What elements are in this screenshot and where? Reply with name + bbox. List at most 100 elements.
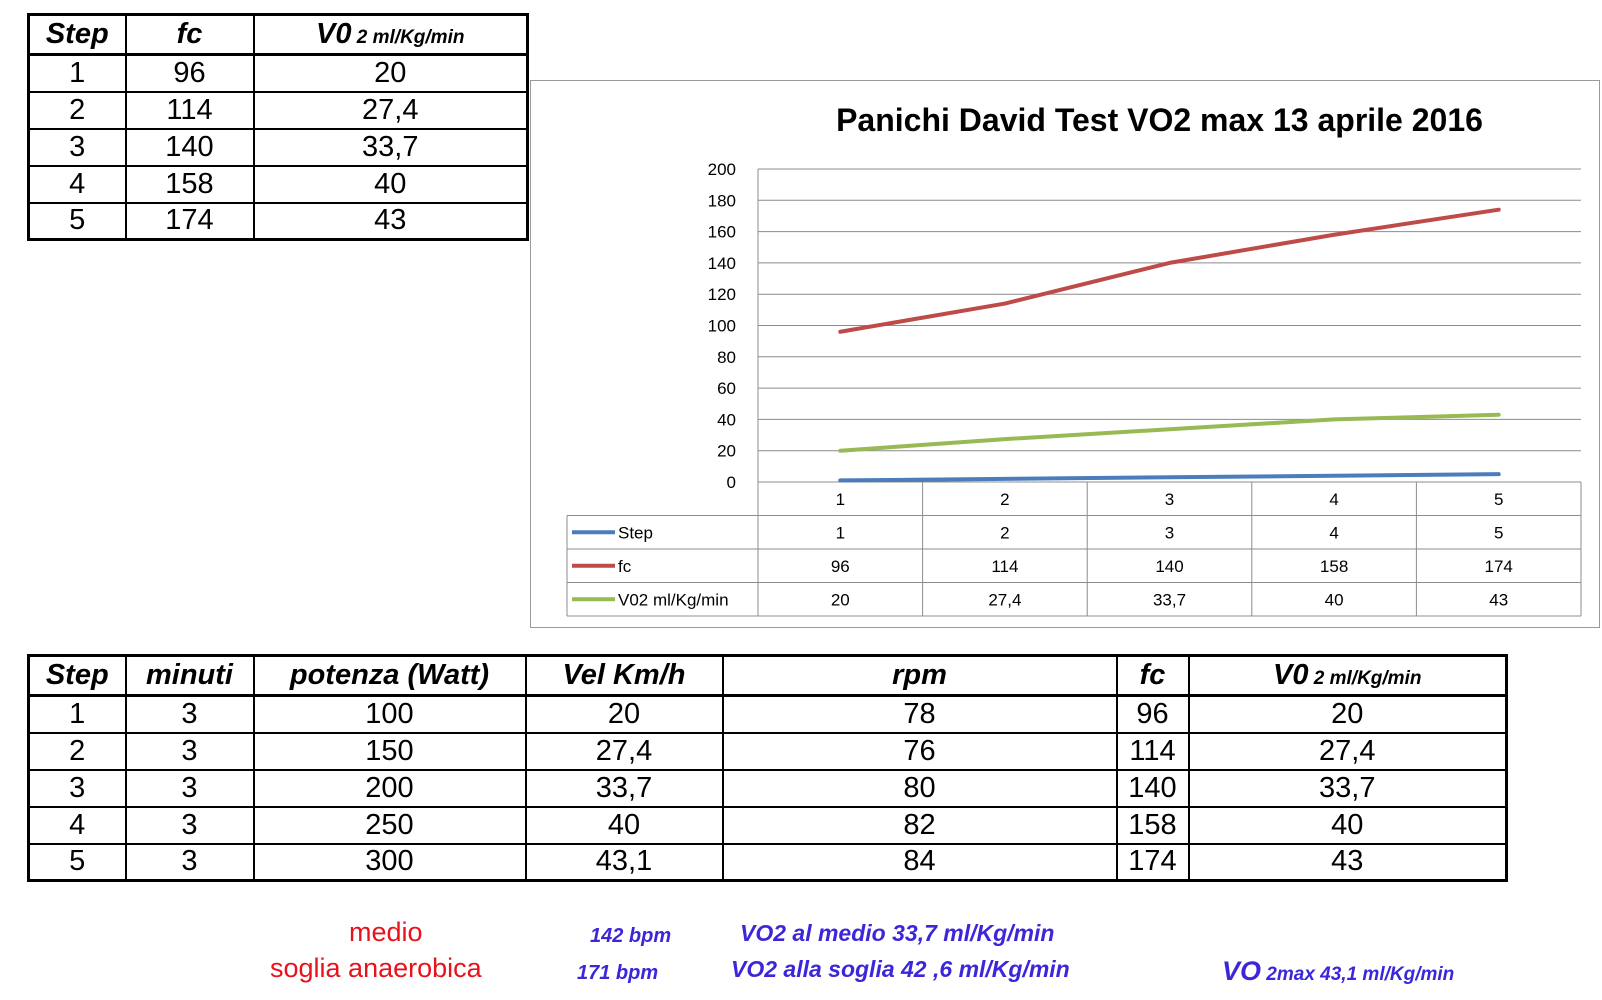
header-vel: Vel Km/h	[524, 654, 724, 697]
header-fc: fc	[1115, 654, 1190, 697]
table-row: 3 140 33,7	[27, 127, 529, 167]
cell-vel: 33,7	[524, 768, 724, 808]
y-tick-label: 80	[717, 348, 736, 367]
cell-vo2: 20	[252, 53, 529, 93]
cell-step: 2	[27, 731, 127, 771]
cell-vo2: 33,7	[252, 127, 529, 167]
x-tick-label: 4	[1329, 490, 1338, 509]
cell-vo2: 33,7	[1187, 768, 1508, 808]
y-tick-label: 60	[717, 379, 736, 398]
cell-vel: 40	[524, 805, 724, 845]
header-vo2-main: V0	[316, 18, 352, 50]
data-label: 158	[1320, 557, 1348, 576]
header-step: Step	[27, 13, 127, 56]
y-tick-label: 180	[708, 191, 736, 210]
line-chart: Panichi David Test VO2 max 13 aprile 201…	[566, 102, 1582, 617]
cell-fc: 114	[124, 90, 255, 130]
vo2max-main: VO	[1222, 956, 1262, 986]
x-tick-label: 1	[836, 490, 845, 509]
y-tick-label: 100	[708, 317, 736, 336]
cell-minuti: 3	[124, 842, 255, 882]
cell-potenza: 200	[252, 768, 527, 808]
table-row: 4 3 250 40 82 158 40	[27, 805, 1508, 845]
cell-fc: 96	[1115, 694, 1190, 734]
table-row: 1 3 100 20 78 96 20	[27, 694, 1508, 734]
cell-fc: 96	[124, 53, 255, 93]
vo2max-sub: 2max 43,1 ml/Kg/min	[1261, 964, 1455, 985]
cell-rpm: 84	[721, 842, 1118, 882]
data-label: 114	[991, 557, 1018, 576]
data-label: 20	[831, 590, 850, 609]
header-minuti: minuti	[124, 654, 255, 697]
cell-fc: 174	[1115, 842, 1190, 882]
soglia-label: soglia anaerobica	[270, 953, 482, 983]
y-tick-label: 120	[708, 285, 736, 304]
table-row: 3 3 200 33,7 80 140 33,7	[27, 768, 1508, 808]
table-row: 2 114 27,4	[27, 90, 529, 130]
y-tick-label: 20	[717, 442, 736, 461]
header-fc: fc	[124, 13, 255, 56]
data-label: 3	[1165, 523, 1174, 542]
y-tick-label: 140	[708, 254, 736, 273]
data-label: 43	[1489, 590, 1508, 609]
cell-vel: 20	[524, 694, 724, 734]
series-line	[838, 472, 1501, 483]
y-tick-label: 200	[708, 160, 736, 179]
cell-step: 5	[27, 201, 127, 241]
header-potenza: potenza (Watt)	[252, 654, 527, 697]
x-tick-label: 3	[1165, 490, 1174, 509]
protocol-table: Step minuti potenza (Watt) Vel Km/h rpm …	[27, 654, 1508, 882]
cell-potenza: 250	[252, 805, 527, 845]
cell-rpm: 82	[721, 805, 1118, 845]
data-label: 174	[1485, 557, 1513, 576]
header-vo2: V0 2 ml/Kg/min	[252, 13, 529, 56]
header-vo2-sub: 2 ml/Kg/min	[1308, 668, 1422, 689]
cell-rpm: 80	[721, 768, 1118, 808]
data-label: 5	[1494, 523, 1503, 542]
table-row: 5 3 300 43,1 84 174 43	[27, 842, 1508, 882]
medio-bpm: 142 bpm	[590, 925, 672, 947]
data-label: 40	[1325, 590, 1344, 609]
y-tick-label: 40	[717, 410, 736, 429]
x-tick-label: 5	[1494, 490, 1503, 509]
cell-step: 4	[27, 164, 127, 204]
cell-vo2: 43	[1187, 842, 1508, 882]
cell-minuti: 3	[124, 694, 255, 734]
data-label: 4	[1329, 523, 1338, 542]
data-label: 33,7	[1153, 590, 1186, 609]
cell-fc: 158	[124, 164, 255, 204]
legend-label: Step	[618, 523, 653, 542]
cell-step: 4	[27, 805, 127, 845]
y-tick-label: 160	[708, 223, 736, 242]
cell-vo2: 40	[252, 164, 529, 204]
cell-minuti: 3	[124, 768, 255, 808]
cell-step: 1	[27, 53, 127, 93]
medio-label: medio	[349, 917, 423, 947]
cell-vo2: 27,4	[252, 90, 529, 130]
data-label: 1	[836, 523, 845, 542]
chart-frame: Panichi David Test VO2 max 13 aprile 201…	[530, 80, 1600, 628]
cell-fc: 140	[1115, 768, 1190, 808]
table-row: 2 3 150 27,4 76 114 27,4	[27, 731, 1508, 771]
cell-step: 1	[27, 694, 127, 734]
table-header-row: Step fc V0 2 ml/Kg/min	[27, 13, 529, 56]
data-label: 96	[831, 557, 850, 576]
header-rpm: rpm	[721, 654, 1118, 697]
cell-minuti: 3	[124, 805, 255, 845]
data-label: 140	[1155, 557, 1183, 576]
cell-vo2: 40	[1187, 805, 1508, 845]
table-header-row: Step minuti potenza (Watt) Vel Km/h rpm …	[27, 654, 1508, 697]
cell-fc: 114	[1115, 731, 1190, 771]
cell-fc: 140	[124, 127, 255, 167]
cell-fc: 158	[1115, 805, 1190, 845]
cell-potenza: 300	[252, 842, 527, 882]
cell-vel: 27,4	[524, 731, 724, 771]
table-row: 4 158 40	[27, 164, 529, 204]
cell-step: 5	[27, 842, 127, 882]
data-label: 2	[1000, 523, 1009, 542]
table-row: 1 96 20	[27, 53, 529, 93]
cell-step: 3	[27, 768, 127, 808]
header-vo2: V0 2 ml/Kg/min	[1187, 654, 1508, 697]
header-vo2-main: V0	[1273, 659, 1309, 691]
